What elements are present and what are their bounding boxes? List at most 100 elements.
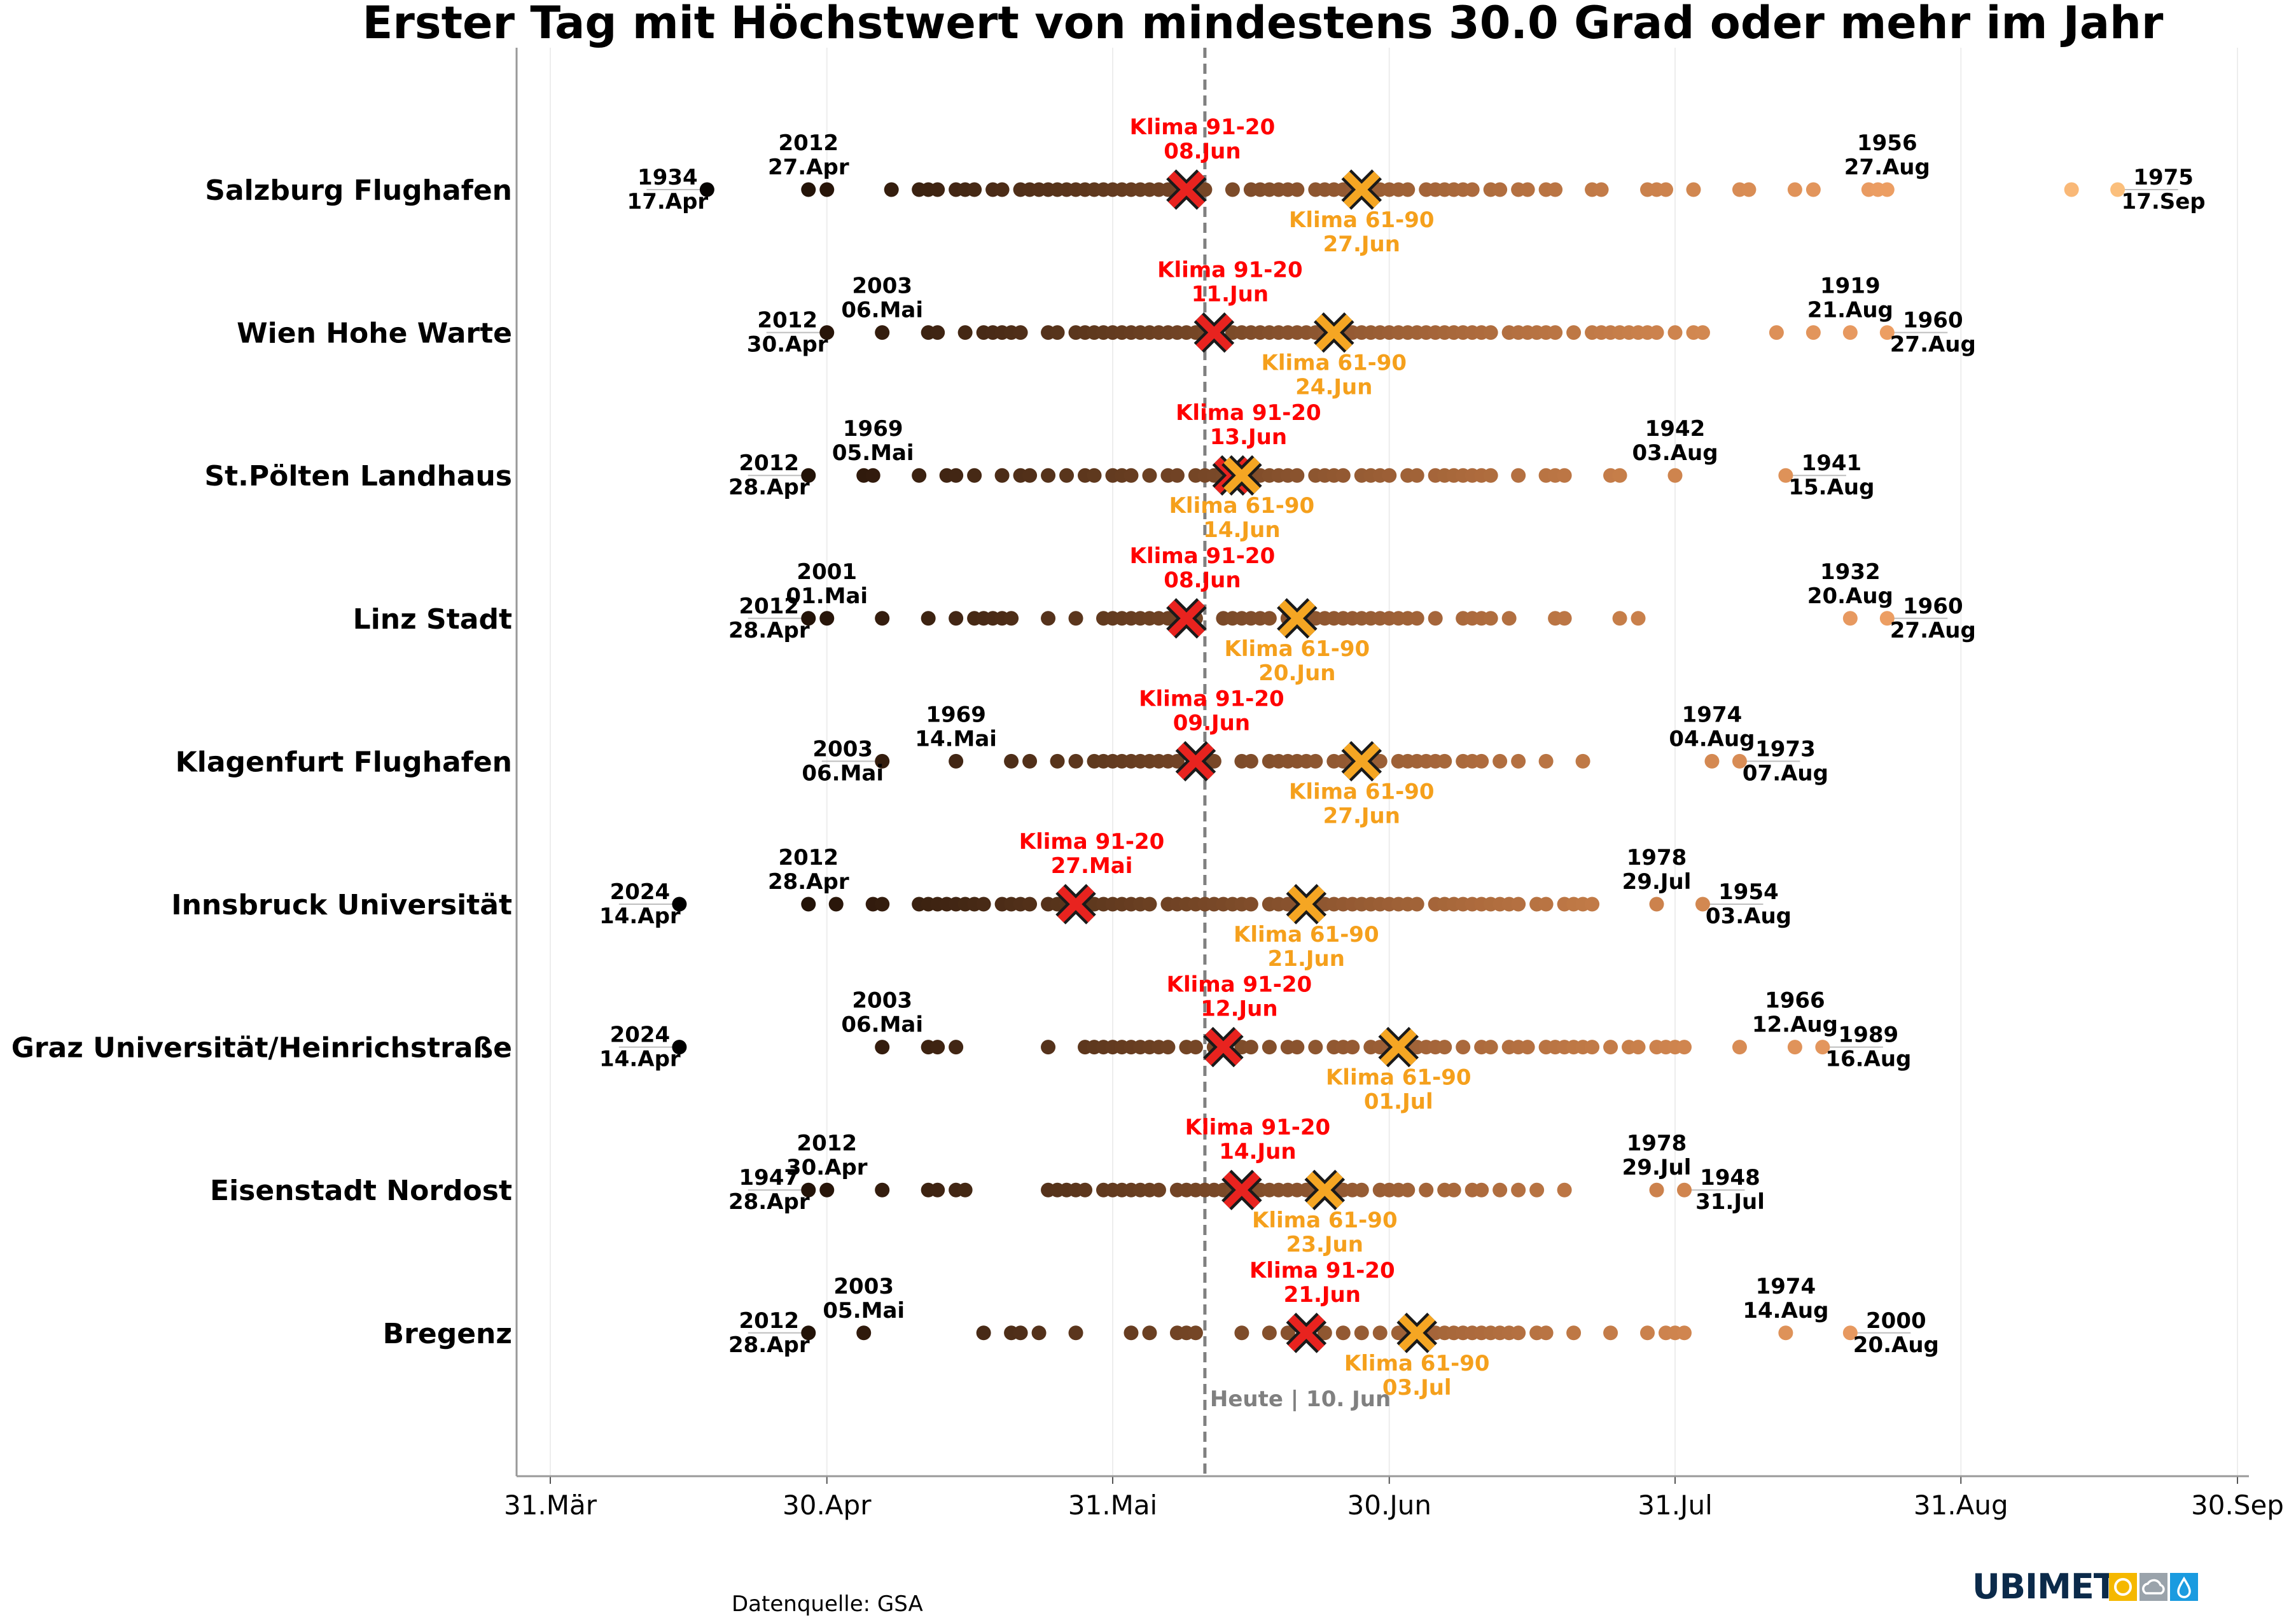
climate-9120-marker xyxy=(1286,1313,1327,1353)
data-point xyxy=(875,611,890,626)
data-point xyxy=(1124,468,1139,483)
data-point xyxy=(1419,1182,1434,1198)
annotation-year: 1975 xyxy=(2133,165,2194,190)
data-point xyxy=(801,1182,816,1198)
climate-6190-marker xyxy=(1341,169,1382,210)
data-point xyxy=(930,1182,945,1198)
data-point xyxy=(949,1040,964,1055)
climate-9120-label: Klima 91-20 xyxy=(1249,1258,1395,1283)
annotation-date: 30.Apr xyxy=(747,332,828,358)
data-point xyxy=(1667,325,1683,340)
data-point xyxy=(1815,1040,1830,1055)
ubimet-logo: UBIMET xyxy=(1972,1567,2198,1607)
climate-9120-marker xyxy=(1166,169,1207,210)
climate-6190-label: Klima 61-90 xyxy=(1169,493,1315,519)
data-point xyxy=(912,468,927,483)
annotation-date: 29.Jul xyxy=(1622,869,1692,895)
climate-9120-date: 14.Jun xyxy=(1219,1139,1296,1164)
data-point xyxy=(1290,182,1305,197)
data-point xyxy=(1741,182,1757,197)
data-point xyxy=(1483,611,1498,626)
station-label: Innsbruck Universität xyxy=(171,889,512,921)
climate-9120-date: 12.Jun xyxy=(1200,996,1277,1022)
annotation-year: 2024 xyxy=(610,1023,671,1048)
data-point xyxy=(1676,1040,1692,1055)
data-point xyxy=(1483,325,1498,340)
climate-9120-marker xyxy=(1055,884,1096,925)
data-point xyxy=(1511,897,1526,912)
annotation-date: 03.Aug xyxy=(1632,440,1718,466)
station-row: Graz Universität/Heinrichstraße Klima 91-… xyxy=(11,972,1912,1115)
data-point xyxy=(1050,325,1065,340)
data-point xyxy=(1483,468,1498,483)
x-tick-label: 30.Jun xyxy=(1347,1490,1431,1521)
data-point xyxy=(1667,468,1683,483)
data-point xyxy=(1068,611,1083,626)
data-point xyxy=(1031,1325,1047,1341)
data-point xyxy=(1317,1325,1332,1341)
annotation-year: 1932 xyxy=(1820,559,1881,585)
data-point xyxy=(1520,1040,1535,1055)
data-point xyxy=(1437,753,1452,769)
data-point xyxy=(1631,611,1646,626)
annotation-date: 01.Mai xyxy=(786,583,868,609)
data-point xyxy=(1188,1040,1203,1055)
data-point xyxy=(1879,325,1895,340)
climate-6190-label: Klima 61-90 xyxy=(1344,1351,1490,1376)
data-point xyxy=(1262,611,1277,626)
climate-6190-marker xyxy=(1286,884,1327,925)
data-point xyxy=(875,753,890,769)
data-point xyxy=(875,1182,890,1198)
data-point xyxy=(801,182,816,197)
climate-9120-date: 09.Jun xyxy=(1173,710,1250,736)
data-point xyxy=(1446,1182,1461,1198)
climate-9120-date: 08.Jun xyxy=(1164,568,1241,593)
data-point xyxy=(1335,1325,1351,1341)
data-point xyxy=(875,897,890,912)
data-point xyxy=(994,182,1010,197)
marker-fill xyxy=(1177,743,1214,779)
data-point xyxy=(1169,468,1185,483)
data-point xyxy=(828,897,844,912)
annotation-date: 20.Aug xyxy=(1807,583,1893,609)
data-point xyxy=(1649,897,1664,912)
data-point xyxy=(1234,1325,1249,1341)
annotation-date: 03.Aug xyxy=(1706,904,1792,929)
data-point xyxy=(672,1040,687,1055)
climate-6190-marker xyxy=(1341,741,1382,782)
climate-9120-label: Klima 91-20 xyxy=(1157,258,1303,283)
data-point xyxy=(1059,468,1075,483)
climate-9120-date: 27.Mai xyxy=(1051,853,1133,879)
climate-6190-label: Klima 61-90 xyxy=(1234,922,1379,947)
station-label: Salzburg Flughafen xyxy=(205,174,512,207)
data-point xyxy=(1805,325,1821,340)
data-point xyxy=(1437,1040,1452,1055)
data-point xyxy=(875,1040,890,1055)
annotation-year: 2024 xyxy=(610,879,671,905)
data-point xyxy=(1151,1182,1166,1198)
station-label: St.Pölten Landhaus xyxy=(204,460,512,492)
data-point xyxy=(1649,325,1664,340)
climate-9120-label: Klima 91-20 xyxy=(1019,829,1165,855)
annotation-date: 21.Aug xyxy=(1807,298,1893,323)
cloud-icon xyxy=(2139,1573,2167,1601)
data-point xyxy=(976,1325,991,1341)
climate-6190-label: Klima 61-90 xyxy=(1225,636,1370,662)
data-point xyxy=(1456,1040,1471,1055)
annotation-date: 16.Aug xyxy=(1825,1047,1911,1072)
data-point xyxy=(1206,753,1221,769)
data-point xyxy=(1612,468,1627,483)
data-point xyxy=(1041,611,1056,626)
annotation-year: 1942 xyxy=(1645,416,1706,442)
data-point xyxy=(1243,753,1258,769)
data-point xyxy=(1243,897,1258,912)
climate-6190-date: 27.Jun xyxy=(1323,232,1400,257)
data-point xyxy=(1842,611,1858,626)
data-point xyxy=(1372,753,1388,769)
data-point xyxy=(967,468,982,483)
annotation-date: 05.Mai xyxy=(823,1298,905,1323)
data-point xyxy=(949,611,964,626)
